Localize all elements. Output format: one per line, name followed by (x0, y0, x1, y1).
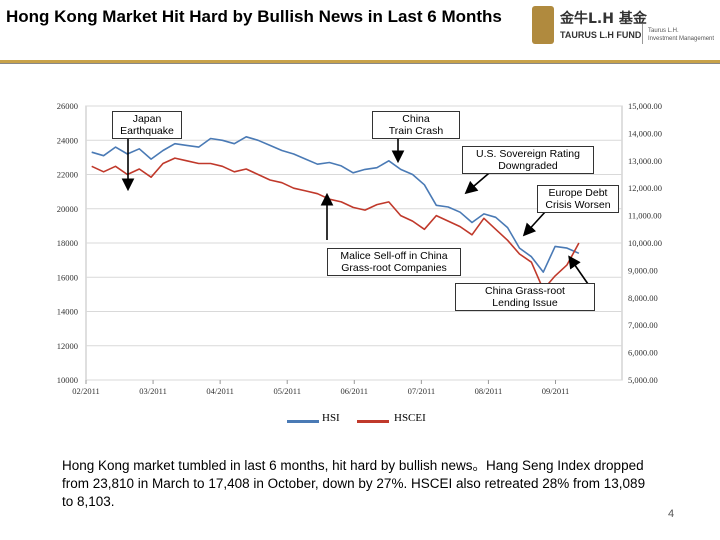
y-right-tick-label: 7,000.00 (628, 320, 658, 330)
legend-hsi-swatch (287, 420, 319, 423)
logo-subtitle-2: Investment Management (648, 36, 715, 42)
legend-hsi-label: HSI (322, 412, 340, 424)
annotation-line: Crisis Worsen (545, 199, 611, 211)
summary-text: Hong Kong market tumbled in last 6 month… (62, 458, 646, 509)
x-tick-label: 08/2011 (475, 386, 503, 396)
y-right-tick-label: 14,000.00 (628, 128, 662, 138)
annotation-line: U.S. Sovereign Rating (476, 148, 580, 160)
page-number: 4 (668, 508, 675, 520)
y-right-tick-label: 11,000.00 (628, 211, 662, 221)
x-tick-label: 06/2011 (341, 386, 369, 396)
page-title: Hong Kong Market Hit Hard by Bullish New… (6, 7, 502, 26)
annotation-line: Japan (132, 113, 162, 125)
y-right-tick-label: 8,000.00 (628, 293, 658, 303)
y-right-tick-label: 5,000.00 (628, 375, 658, 385)
y-right-tick-label: 15,000.00 (628, 101, 662, 111)
company-logo: 金牛L.H 基金 TAURUS L.H FUND Taurus L.H. Inv… (530, 6, 716, 46)
legend-hscei-swatch (357, 420, 389, 423)
x-tick-label: 03/2011 (139, 386, 167, 396)
annotation-europe-debt-crisis: Europe Debt Crisis Worsen (537, 185, 619, 213)
y-right-tick-labels: 5,000.00 6,000.00 7,000.00 8,000.00 9,000.00… (628, 101, 662, 385)
y-right-tick-label: 9,000.00 (628, 265, 658, 275)
y-left-tick-label: 14000 (57, 307, 78, 317)
y-left-tick-label: 16000 (57, 272, 78, 282)
annotation-line: Earthquake (120, 125, 174, 137)
series-line-hsi (91, 136, 580, 273)
logo-divider (642, 24, 643, 44)
annotation-line: Lending Issue (492, 297, 558, 309)
annotation-line: Malice Sell-off in China (340, 250, 448, 262)
annotation-line: Downgraded (498, 160, 558, 172)
y-left-tick-label: 20000 (57, 204, 78, 214)
series-lines (91, 136, 580, 291)
y-left-tick-label: 18000 (57, 238, 78, 248)
annotation-line: Train Crash (388, 125, 444, 137)
y-right-tick-label: 12,000.00 (628, 183, 662, 193)
annotation-line: China (402, 113, 430, 125)
bull-logo-icon (532, 6, 554, 44)
y-right-tick-label: 6,000.00 (628, 348, 658, 358)
y-left-tick-label: 26000 (57, 101, 78, 111)
chart-gridlines (85, 105, 623, 384)
series-line-hscei (91, 157, 580, 291)
annotation-line: Europe Debt (548, 187, 608, 199)
annotation-grassroot-lending: China Grass-root Lending Issue (455, 283, 595, 311)
y-right-tick-label: 10,000.00 (628, 238, 662, 248)
y-right-tick-label: 13,000.00 (628, 156, 662, 166)
x-tick-label: 05/2011 (273, 386, 301, 396)
annotation-japan-earthquake: Japan Earthquake (112, 111, 182, 139)
hsi-hscei-line-chart: 10000 12000 14000 16000 18000 20000 22000 24000… (57, 101, 662, 396)
annotation-arrow (568, 255, 589, 285)
header-grey-rule (0, 63, 720, 64)
x-tick-label: 07/2011 (408, 386, 436, 396)
annotation-china-train-crash: China Train Crash (372, 111, 460, 139)
logo-subtitle-1: Taurus L.H. (648, 28, 679, 34)
y-left-tick-label: 22000 (57, 170, 78, 180)
annotation-us-rating-downgraded: U.S. Sovereign Rating Downgraded (462, 146, 594, 174)
y-left-tick-label: 12000 (57, 341, 78, 351)
logo-english-text: TAURUS L.H FUND (560, 30, 642, 40)
y-left-tick-label: 10000 (57, 375, 78, 385)
x-tick-label: 09/2011 (542, 386, 570, 396)
logo-chinese-text: 金牛L.H 基金 (560, 11, 647, 27)
annotation-line: China Grass-root (485, 285, 565, 297)
annotation-line: Grass-root Companies (341, 262, 447, 274)
x-tick-labels: 02/2011 03/2011 04/2011 05/2011 06/2011 07/20… (72, 386, 569, 396)
y-left-tick-label: 24000 (57, 135, 78, 145)
annotation-malice-selloff: Malice Sell-off in China Grass-root Comp… (327, 248, 461, 276)
x-tick-label: 02/2011 (72, 386, 100, 396)
y-left-tick-labels: 10000 12000 14000 16000 18000 20000 22000 24000… (57, 101, 78, 385)
header-gold-rule (0, 60, 720, 63)
x-tick-label: 04/2011 (206, 386, 234, 396)
legend-hscei-label: HSCEI (394, 412, 426, 424)
